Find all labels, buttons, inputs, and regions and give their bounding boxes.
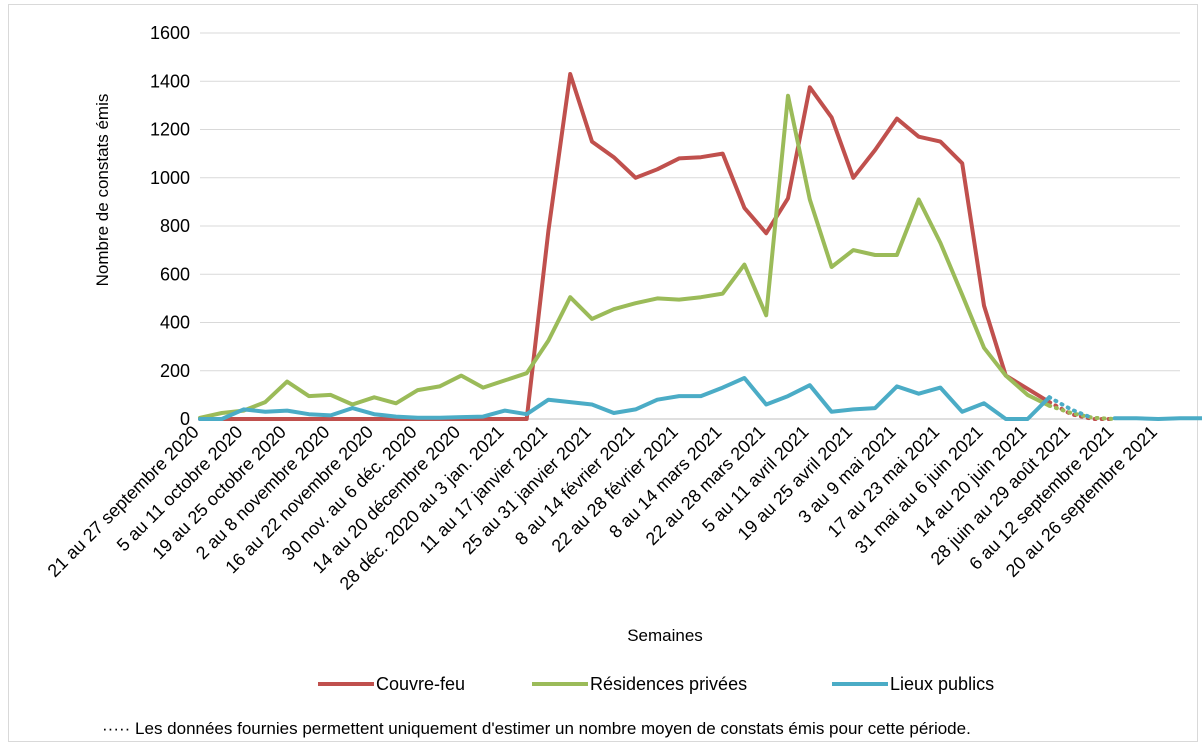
series-estimate-lieux-publics [1047, 395, 1095, 421]
gridlines [200, 32, 1180, 372]
legend-label-couvre-feu: Couvre-feu [376, 674, 465, 694]
footnote: ····· Les données fournies permettent un… [102, 719, 971, 738]
y-axis-title: Nombre de constats émis [93, 94, 112, 287]
legend-label-lieux-publics: Lieux publics [890, 674, 994, 694]
y-tick-label: 600 [160, 264, 190, 284]
series-lines [198, 72, 1202, 421]
y-tick-label: 1200 [150, 120, 190, 140]
chart-frame [8, 4, 1198, 742]
y-tick-label: 400 [160, 313, 190, 333]
y-tick-label: 1000 [150, 168, 190, 188]
x-axis-title: Semaines [627, 626, 703, 645]
legend-label-residences-privees: Résidences privées [590, 674, 747, 694]
series-line-residences-privees [198, 93, 1052, 420]
y-tick-label: 1400 [150, 71, 190, 91]
y-axis-ticks: 0 200 400 600 800 1000 1200 1400 1600 [150, 23, 190, 429]
y-tick-label: 0 [180, 409, 190, 429]
legend: Couvre-feu Résidences privées Lieux public… [318, 674, 994, 694]
series-line-couvre-feu [198, 72, 1052, 421]
y-tick-label: 1600 [150, 23, 190, 43]
y-tick-label: 800 [160, 216, 190, 236]
y-tick-label: 200 [160, 361, 190, 381]
series-line-lieux-publics [198, 376, 1202, 421]
